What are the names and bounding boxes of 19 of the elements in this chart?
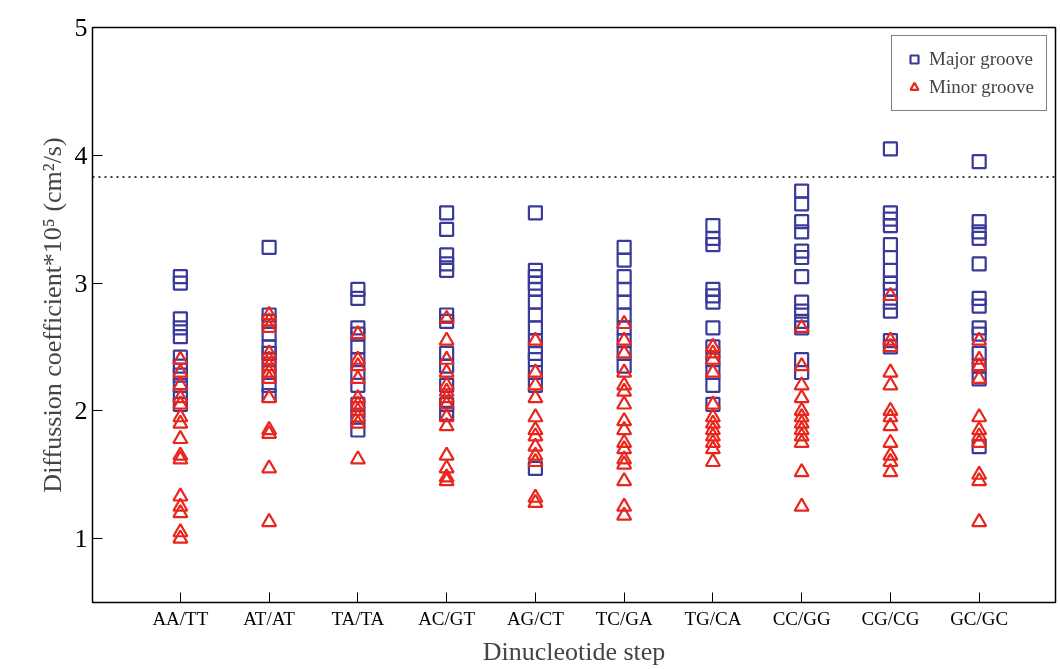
x-tick-label: AC/GT (418, 607, 476, 629)
x-tick-label: CC/GG (772, 607, 831, 629)
y-tick-label: 2 (74, 396, 88, 426)
y-tick-label: 3 (74, 268, 88, 298)
x-tick-label: GC/GC (950, 607, 1009, 629)
y-tick-label: 5 (74, 13, 88, 42)
legend-label: Minor groove (928, 76, 1034, 98)
x-tick-label: CG/CG (861, 607, 920, 629)
y-tick-label: 1 (74, 524, 88, 554)
x-tick-label: TG/CA (684, 607, 742, 629)
legend-label: Major groove (928, 48, 1033, 70)
x-axis-title: Dinucleotide step (482, 636, 666, 666)
x-tick-label: AG/CT (506, 607, 565, 629)
x-tick-label: TC/GA (595, 607, 653, 629)
x-tick-label: TA/TA (331, 607, 385, 629)
y-axis-title: Diffussion coefficient*10⁵ (cm²/s) (37, 137, 67, 493)
x-tick-label: AT/AT (243, 607, 296, 629)
x-tick-label: AA/TT (152, 607, 209, 629)
y-tick-label: 4 (74, 140, 88, 170)
